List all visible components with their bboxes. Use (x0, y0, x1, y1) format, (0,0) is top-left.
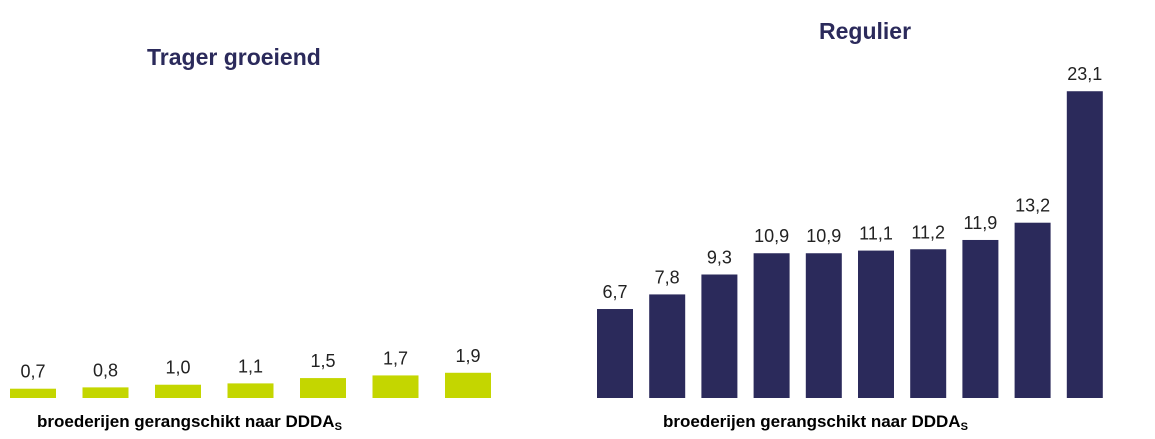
bar-value-label: 11,9 (964, 213, 998, 233)
bar-value-label: 0,7 (20, 362, 45, 382)
bar (10, 388, 56, 398)
bar (372, 375, 419, 398)
bar-value-label: 0,8 (93, 360, 118, 380)
bar-value-label: 7,8 (655, 267, 680, 287)
chart-trager-groeiend: Trager groeiend 0,7 0,8 1,0 1,1 1,5 1,7 1,9 br… (0, 0, 560, 439)
bar (1066, 91, 1103, 399)
bar (805, 253, 842, 398)
bar-value-label: 1,1 (238, 356, 263, 376)
bar-value-label: 1,7 (383, 348, 408, 368)
x-axis-label: broederijen gerangschikt naar DDDAS (663, 412, 968, 433)
bar-value-label: 10,9 (806, 226, 841, 246)
bar (962, 239, 999, 398)
bar-value-label: 11,2 (911, 222, 945, 242)
bar (227, 383, 274, 398)
bar-plot: 6,7 7,8 9,3 10,9 10,9 11,1 11,2 11,9 13,2 23,1 (597, 64, 1103, 399)
bar (753, 253, 790, 398)
bar (649, 294, 686, 398)
bar (445, 372, 491, 398)
bar-value-label: 6,7 (602, 282, 627, 302)
x-axis-label-subscript: S (960, 421, 968, 433)
bar-value-label: 1,5 (310, 351, 335, 371)
bar (910, 249, 947, 398)
bar-value-label: 10,9 (754, 226, 789, 246)
bar-plot: 0,7 0,8 1,0 1,1 1,5 1,7 1,9 (10, 346, 491, 398)
x-axis-label-subscript: S (334, 421, 342, 433)
x-axis-label: broederijen gerangschikt naar DDDAS (37, 412, 342, 433)
bar (82, 387, 129, 398)
bar-value-label: 11,1 (859, 224, 893, 244)
bar-value-label: 1,9 (455, 346, 480, 366)
x-axis-label-main: broederijen gerangschikt naar DDDA (37, 412, 335, 431)
x-axis-label-main: broederijen gerangschikt naar DDDA (663, 412, 961, 431)
chart-regulier: Regulier 6,7 7,8 9,3 10,9 10,9 11,1 11,2 11,9 13… (575, 0, 1155, 439)
chart-title: Trager groeiend (147, 44, 321, 70)
bar (701, 274, 738, 398)
bar (597, 309, 633, 398)
bar-value-label: 23,1 (1067, 64, 1102, 84)
bar (858, 250, 894, 398)
bar-value-label: 1,0 (165, 358, 190, 378)
bar (300, 378, 346, 398)
chart-title: Regulier (819, 18, 912, 44)
bar-value-label: 13,2 (1015, 196, 1050, 216)
bar-value-label: 9,3 (707, 247, 732, 267)
bar (155, 384, 201, 398)
bar (1014, 222, 1051, 398)
